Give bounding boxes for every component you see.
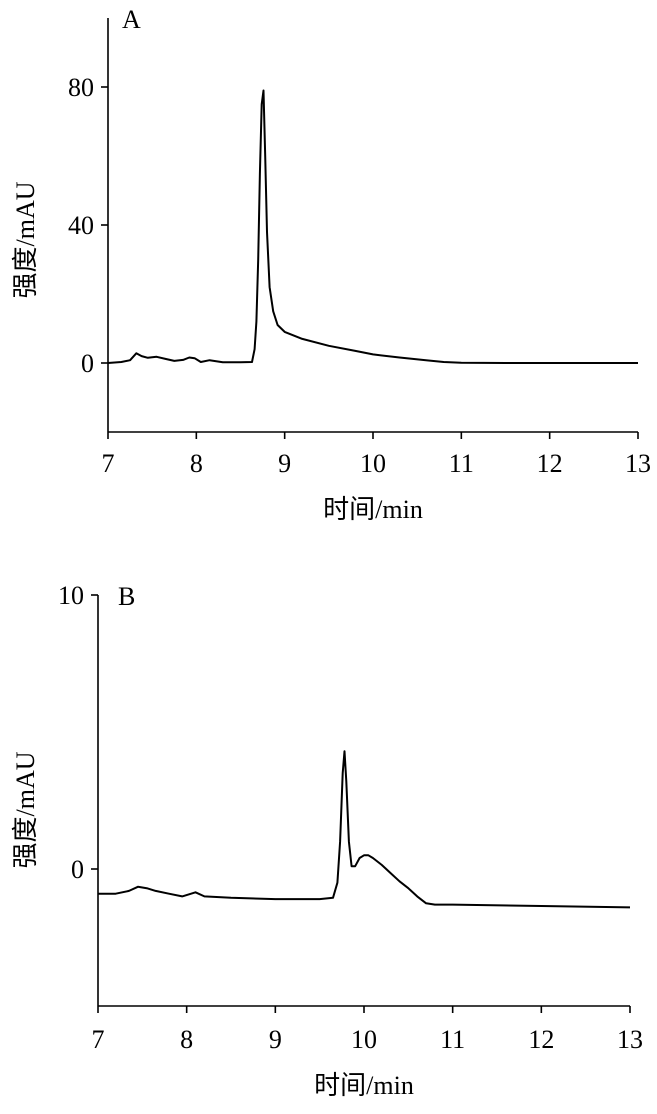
x-tick-label: 12 [537, 449, 563, 478]
x-axis-title: 时间/min [314, 1071, 414, 1100]
y-tick-label: 80 [68, 73, 94, 102]
x-axis-title: 时间/min [323, 495, 423, 524]
x-tick-label: 13 [625, 449, 651, 478]
x-tick-label: 11 [440, 1025, 465, 1054]
chromatogram-trace [98, 750, 631, 909]
y-axis-title: 强度/mAU [11, 181, 40, 298]
x-tick-label: 8 [180, 1025, 193, 1054]
panel-label: B [118, 582, 135, 611]
panel-label: A [122, 5, 141, 34]
y-tick-label: 0 [81, 349, 94, 378]
x-tick-label: 7 [102, 449, 115, 478]
x-tick-label: 9 [269, 1025, 282, 1054]
y-tick-label: 0 [71, 855, 84, 884]
chromatogram-trace [107, 89, 638, 364]
x-tick-label: 7 [92, 1025, 105, 1054]
y-tick-label: 40 [68, 211, 94, 240]
x-tick-label: 8 [190, 449, 203, 478]
x-tick-label: 10 [351, 1025, 377, 1054]
chart-panel-a: 7 8 9 10 11 12 13 0 40 80 时间/min 强度/mAU A [11, 5, 651, 524]
x-tick-label: 11 [449, 449, 474, 478]
y-axis-title: 强度/mAU [11, 751, 40, 868]
x-tick-label: 10 [360, 449, 386, 478]
x-tick-label: 13 [617, 1025, 643, 1054]
x-tick-label: 9 [278, 449, 291, 478]
x-tick-label: 12 [528, 1025, 554, 1054]
y-tick-label: 10 [58, 581, 84, 610]
chart-panel-b: 7 8 9 10 11 12 13 0 10 时间/min 强度/mAU B [11, 581, 643, 1100]
